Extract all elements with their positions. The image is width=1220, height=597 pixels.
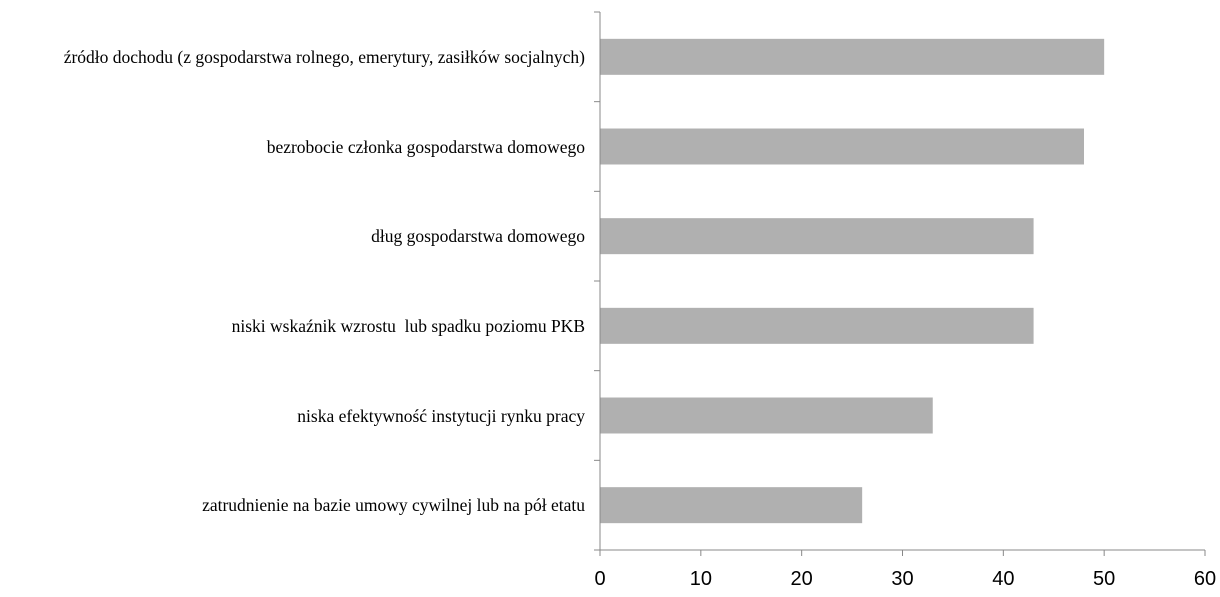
bar bbox=[600, 38, 1105, 75]
y-tick-label: bezrobocie członka gospodarstwa domowego bbox=[266, 136, 585, 157]
x-tick-label: 40 bbox=[992, 568, 1014, 590]
bar bbox=[600, 307, 1034, 344]
y-tick-label: zatrudnienie na bazie umowy cywilnej lub… bbox=[202, 495, 585, 516]
x-tick-label: 10 bbox=[690, 568, 712, 590]
bar bbox=[600, 128, 1084, 165]
bar bbox=[600, 487, 863, 524]
y-tick-label: dług gospodarstwa domowego bbox=[371, 226, 585, 247]
x-tick-label: 20 bbox=[791, 568, 813, 590]
x-tick-label: 0 bbox=[594, 568, 605, 590]
x-tick-label: 30 bbox=[891, 568, 913, 590]
bar bbox=[600, 397, 933, 434]
y-tick-label: niski wskaźnik wzrostu lub spadku poziom… bbox=[231, 315, 585, 336]
x-tick-label: 50 bbox=[1093, 568, 1115, 590]
bar bbox=[600, 218, 1034, 255]
y-tick-label: źródło dochodu (z gospodarstwa rolnego, … bbox=[63, 46, 585, 67]
x-tick-label: 60 bbox=[1194, 568, 1216, 590]
y-tick-label: niska efektywność instytucji rynku pracy bbox=[297, 405, 585, 426]
